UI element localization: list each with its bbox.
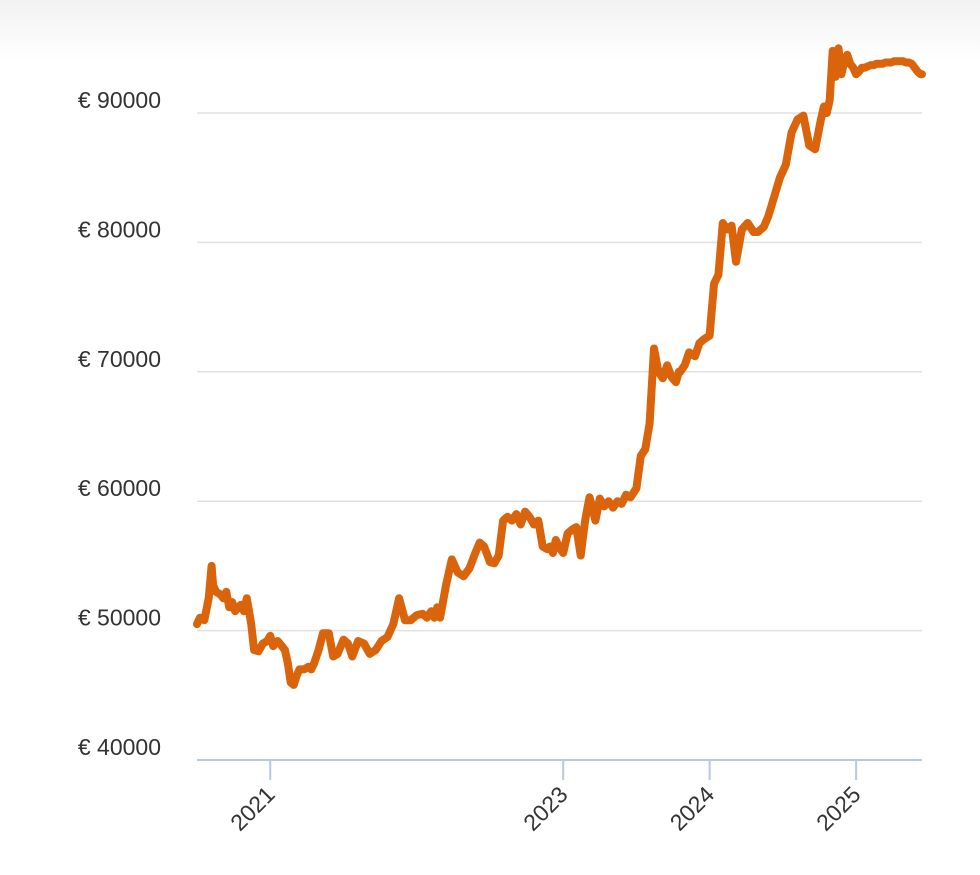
x-tick-label: 2024: [665, 781, 720, 836]
y-tick-label: € 90000: [78, 87, 161, 113]
x-axis: 2021 2023 2024 2025: [197, 759, 922, 836]
price-series-line: [193, 44, 926, 689]
top-header-band: [0, 0, 980, 62]
x-tick-label: 2021: [225, 781, 280, 836]
series-line: [193, 44, 926, 689]
y-axis-tick-labels: € 40000 € 50000 € 60000 € 70000 € 80000 € 900…: [78, 87, 161, 760]
y-tick-label: € 50000: [78, 605, 161, 631]
y-tick-label: € 70000: [78, 346, 161, 372]
grid-lines: [197, 112, 922, 632]
x-tick-label: 2025: [811, 781, 866, 836]
y-tick-label: € 80000: [78, 216, 161, 242]
y-tick-label: € 40000: [78, 734, 161, 760]
y-tick-label: € 60000: [78, 475, 161, 501]
x-tick-label: 2023: [518, 781, 573, 836]
